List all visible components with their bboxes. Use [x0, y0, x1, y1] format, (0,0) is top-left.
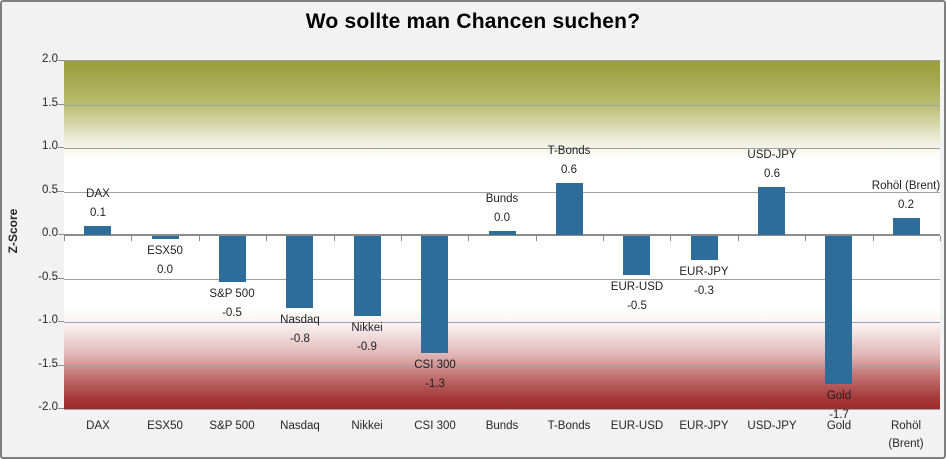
bar-label: CSI 300 -1.3: [414, 359, 456, 390]
bar-label: Nikkei -0.9: [351, 322, 383, 353]
category-axis-tick: [873, 236, 874, 241]
y-axis-tick: [58, 147, 64, 148]
bar-ESX50: [152, 236, 179, 239]
category-axis-tick: [603, 236, 604, 241]
bar-T-Bonds: [556, 183, 583, 235]
category-axis-tick: [738, 236, 739, 241]
category-axis-tick: [468, 236, 469, 241]
gridline: [64, 148, 940, 149]
bar-DAX: [84, 226, 111, 235]
category-axis-tick: [199, 236, 200, 241]
category-axis-tick: [131, 236, 132, 241]
category-label: Rohöl (Brent): [888, 420, 924, 450]
gridline: [64, 191, 940, 193]
category-label: USD-JPY: [747, 420, 797, 432]
category-axis-tick: [266, 236, 267, 241]
y-tick-label: 1.5: [42, 96, 58, 109]
gridline: [64, 365, 940, 367]
category-label: Nikkei: [351, 420, 383, 432]
bar-EUR-USD: [623, 236, 650, 275]
y-tick-label: 0.0: [42, 227, 58, 239]
bar-label: ESX50 0.0: [147, 245, 183, 276]
y-axis-tick: [58, 364, 64, 366]
bar-Gold: [825, 236, 852, 384]
y-tick-label: -1.0: [38, 314, 58, 326]
chart-title: Wo sollte man Chancen suchen?: [305, 10, 641, 33]
y-tick-label: 1.0: [42, 140, 58, 152]
category-axis-tick: [536, 236, 537, 241]
y-axis-tick: [58, 60, 64, 61]
bar-Roh-l-Brent-: [893, 218, 920, 235]
y-tick-label: -0.5: [38, 270, 58, 283]
bar-S-P-500: [219, 236, 246, 282]
y-tick-label: -1.5: [38, 357, 58, 370]
bar-label: Bunds 0.0: [485, 193, 519, 224]
bar-label: S&P 500 -0.5: [209, 288, 255, 319]
category-label: EUR-JPY: [679, 420, 729, 432]
bar-Bunds: [489, 231, 516, 235]
category-label: Bunds: [485, 420, 519, 432]
bar-Nasdaq: [286, 236, 313, 308]
bar-label: Nasdaq -0.8: [280, 314, 320, 345]
category-label: DAX: [86, 420, 110, 432]
y-axis-tick: [58, 321, 64, 322]
y-tick-label: 2.0: [42, 53, 58, 65]
y-axis-tick: [58, 234, 64, 235]
bar-label: EUR-JPY -0.3: [679, 266, 729, 297]
category-axis-tick: [64, 236, 65, 241]
category-label: Gold: [826, 420, 852, 432]
category-axis-tick: [334, 236, 335, 241]
bar-label: T-Bonds 0.6: [547, 145, 591, 176]
bar-label: DAX 0.1: [86, 188, 110, 219]
category-label: T-Bonds: [547, 420, 591, 432]
category-label: Nasdaq: [280, 420, 320, 432]
gridline: [64, 322, 940, 323]
y-tick-label: -2.0: [38, 401, 58, 413]
gridline: [64, 104, 940, 106]
y-axis-tick: [58, 408, 64, 409]
bar-label: Rohöl (Brent) 0.2: [871, 180, 941, 211]
gridline: [64, 278, 940, 280]
category-label: CSI 300: [414, 420, 456, 432]
category-axis-tick: [940, 236, 941, 241]
bar-Nikkei: [354, 236, 381, 316]
bar-EUR-JPY: [691, 236, 718, 260]
bar-label: EUR-USD -0.5: [610, 281, 664, 312]
category-label: EUR-USD: [610, 420, 664, 432]
category-axis-tick: [401, 236, 402, 241]
zero-gridline: [64, 234, 940, 236]
category-label: ESX50: [147, 420, 183, 432]
bar-USD-JPY: [758, 187, 785, 235]
plot-area: DAX 0.1 ESX50 0.0 S&P 500 -0.5 Nasdaq -0.8 Nikke…: [64, 60, 941, 421]
y-tick-label: 0.5: [42, 183, 58, 196]
bar-CSI-300: [421, 236, 448, 353]
category-axis-tick: [670, 236, 671, 241]
category-axis-tick: [805, 236, 806, 241]
bar-label: Gold -1.7: [826, 390, 852, 421]
bar-label: USD-JPY 0.6: [747, 149, 797, 180]
y-axis-tick: [58, 190, 64, 192]
category-label: S&P 500: [209, 420, 255, 432]
y-axis-tick: [58, 277, 64, 279]
y-axis-tick: [58, 103, 64, 105]
